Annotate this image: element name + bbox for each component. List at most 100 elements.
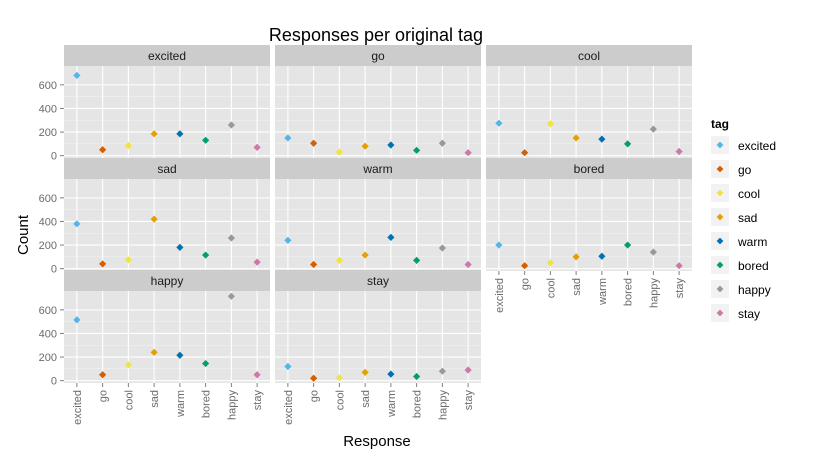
- x-tick-label: sad: [571, 278, 583, 296]
- x-axis-label: Response: [343, 433, 411, 450]
- data-point-cool-go: [521, 149, 529, 157]
- data-point-sad-stay: [253, 258, 261, 266]
- x-tick-label: excited: [283, 390, 295, 425]
- facet-strip-label: bored: [574, 162, 605, 176]
- data-point-warm-sad: [361, 251, 369, 259]
- y-tick-label: 0: [51, 264, 57, 276]
- data-point-go-stay: [464, 149, 472, 157]
- x-tick-label: stay: [674, 278, 686, 299]
- legend-label: excited: [738, 139, 776, 153]
- data-point-warm-bored: [413, 256, 421, 264]
- data-point-warm-stay: [464, 260, 472, 269]
- data-point-bored-sad: [572, 253, 580, 261]
- facet-panel-bored: bored excited go cool sad warm bored happy stay: [486, 158, 692, 313]
- facet-strip-label: sad: [157, 162, 176, 176]
- data-point-excited-cool: [124, 142, 132, 150]
- data-point-happy-warm: [176, 351, 184, 359]
- x-tick-label: warm: [175, 390, 187, 418]
- data-point-go-happy: [438, 139, 446, 147]
- data-point-happy-happy: [227, 292, 235, 300]
- plot-background: [275, 291, 481, 383]
- data-point-excited-bored: [202, 136, 210, 144]
- legend-marker: [716, 141, 724, 149]
- legend-item-warm: warm: [711, 232, 767, 250]
- legend-label: warm: [737, 235, 767, 249]
- x-tick-label: warm: [597, 278, 609, 306]
- data-point-excited-sad: [150, 130, 158, 138]
- y-tick-label: 0: [51, 376, 57, 388]
- facet-strip-go: [275, 45, 481, 66]
- x-tick-label: happy: [226, 390, 238, 420]
- y-tick-label: 600: [39, 80, 57, 92]
- x-tick-label: happy: [437, 390, 449, 420]
- x-tick-label: sad: [149, 390, 161, 408]
- x-tick-label: go: [309, 390, 321, 402]
- plot-background: [64, 66, 270, 158]
- facet-panel-cool: cool: [486, 45, 692, 158]
- legend-marker: [716, 189, 724, 197]
- facet-strip-label: cool: [578, 49, 600, 63]
- data-point-cool-excited: [495, 119, 503, 127]
- data-point-sad-warm: [176, 243, 184, 252]
- facet-strip-sad: [64, 158, 270, 179]
- facet-strip-label: stay: [367, 274, 389, 288]
- x-tick-label: go: [520, 278, 532, 290]
- legend-item-bored: bored: [711, 256, 769, 274]
- legend-label: sad: [738, 211, 757, 225]
- data-point-sad-cool: [124, 256, 132, 264]
- legend-item-go: go: [711, 160, 752, 178]
- facet-panel-happy: happy 0 200 400 600 excited go cool sad warm bored…: [39, 270, 270, 425]
- data-point-warm-cool: [335, 256, 343, 264]
- plot-background: [275, 66, 481, 158]
- data-point-bored-bored: [624, 241, 632, 249]
- facet-strip-label: warm: [362, 162, 392, 176]
- y-tick-label: 600: [39, 193, 57, 205]
- data-point-cool-sad: [572, 134, 580, 142]
- data-point-stay-stay: [464, 366, 472, 374]
- facet-strip-bored: [486, 158, 692, 179]
- data-point-cool-cool: [546, 120, 554, 128]
- y-tick-label: 600: [39, 305, 57, 317]
- plot-background: [64, 291, 270, 383]
- y-axis-label: Count: [15, 214, 32, 255]
- y-tick-label: 400: [39, 216, 57, 228]
- data-point-bored-stay: [675, 262, 683, 270]
- data-point-sad-excited: [73, 220, 81, 228]
- data-point-go-bored: [413, 146, 421, 154]
- plot-background: [64, 179, 270, 271]
- facet-panel-go: go: [275, 45, 481, 158]
- facet-panels: excited 0 200 400 600 go cool sad 0 200 400 600 warm…: [39, 45, 692, 425]
- x-tick-label: cool: [334, 390, 346, 410]
- data-point-cool-happy: [649, 125, 657, 133]
- facet-panel-excited: excited 0 200 400 600: [39, 45, 270, 163]
- data-point-excited-warm: [176, 130, 184, 138]
- data-point-excited-happy: [227, 121, 235, 129]
- y-tick-label: 400: [39, 103, 57, 115]
- x-tick-label: sad: [360, 390, 372, 408]
- data-point-stay-cool: [335, 374, 343, 382]
- legend-item-happy: happy: [711, 280, 771, 298]
- data-point-warm-happy: [438, 244, 446, 252]
- y-tick-label: 200: [39, 127, 57, 139]
- x-tick-label: cool: [123, 390, 135, 410]
- data-point-excited-excited: [73, 71, 81, 80]
- legend-item-stay: stay: [711, 304, 760, 322]
- legend-label: stay: [738, 307, 760, 321]
- facet-panel-sad: sad 0 200 400 600: [39, 158, 270, 276]
- data-point-happy-cool: [124, 361, 132, 369]
- data-point-go-excited: [284, 134, 292, 142]
- y-tick-label: 0: [51, 151, 57, 163]
- y-tick-label: 200: [39, 352, 57, 364]
- plot-background: [275, 179, 481, 271]
- data-point-stay-happy: [438, 367, 446, 375]
- x-tick-label: excited: [72, 390, 84, 425]
- legend-title: tag: [711, 117, 729, 131]
- data-point-happy-stay: [253, 371, 261, 379]
- x-tick-label: bored: [412, 390, 424, 418]
- legend-label: cool: [738, 187, 760, 201]
- data-point-sad-go: [99, 260, 107, 268]
- legend-marker: [716, 165, 724, 173]
- x-tick-label: cool: [545, 278, 557, 298]
- legend-label: happy: [738, 283, 771, 297]
- data-point-go-go: [310, 139, 318, 147]
